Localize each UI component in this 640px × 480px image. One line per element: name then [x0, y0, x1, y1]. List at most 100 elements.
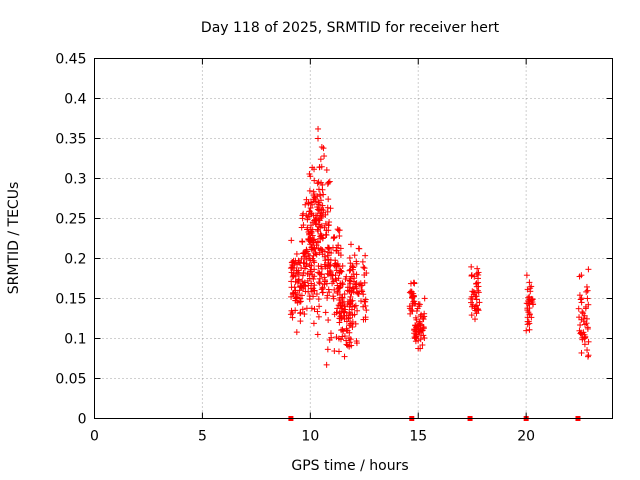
data-point: [340, 309, 347, 316]
data-point: [315, 125, 322, 132]
data-point: [317, 192, 324, 199]
data-point: [322, 220, 329, 227]
data-point: [469, 301, 476, 308]
data-point: [343, 318, 350, 325]
data-point: [303, 305, 310, 312]
data-point: [299, 212, 306, 219]
data-point: [304, 224, 311, 231]
data-point: [309, 201, 316, 208]
data-point: [306, 187, 313, 194]
data-point: [582, 321, 589, 328]
data-point: [351, 311, 358, 318]
data-point: [358, 287, 365, 294]
data-point: [577, 296, 584, 303]
data-point: [298, 224, 305, 231]
data-point: [324, 346, 331, 353]
data-point: [336, 308, 343, 315]
data-point: [316, 275, 323, 282]
data-point: [525, 318, 532, 325]
data-point: [475, 269, 482, 276]
data-point: [328, 334, 335, 341]
data-point: [325, 196, 332, 203]
data-point: [339, 280, 346, 287]
data-point: [413, 326, 420, 333]
data-point: [306, 275, 313, 282]
data-point: [335, 250, 342, 257]
data-point: [306, 252, 313, 259]
data-point: [313, 216, 320, 223]
data-point: [319, 285, 326, 292]
data-point: [300, 250, 307, 257]
data-point: [346, 314, 353, 321]
data-point: [299, 238, 306, 245]
data-point: [298, 292, 305, 299]
data-point: [309, 255, 316, 262]
data-point: [474, 306, 481, 313]
y-tick-label: 0.1: [64, 332, 86, 348]
data-point: [346, 339, 353, 346]
data-point: [336, 232, 343, 239]
data-point: [362, 252, 369, 259]
data-point: [317, 235, 324, 242]
data-point: [326, 263, 333, 270]
y-axis-label: SRMTID / TECUs: [6, 182, 22, 295]
data-point: [291, 284, 298, 291]
data-point: [295, 276, 302, 283]
y-tick-label: 0: [78, 412, 87, 428]
data-point: [338, 305, 345, 312]
data-point: [323, 361, 330, 368]
data-point: [329, 280, 336, 287]
data-point: [337, 245, 344, 252]
x-tick-label: 10: [301, 429, 319, 445]
data-point: [289, 314, 296, 321]
data-point: [315, 279, 322, 286]
data-point: [359, 258, 366, 265]
data-point: [523, 272, 530, 279]
data-point: [339, 294, 346, 301]
data-point: [328, 249, 335, 256]
data-point: [344, 342, 351, 349]
data-point: [306, 262, 313, 269]
data-point: [411, 300, 418, 307]
data-point: [363, 307, 370, 314]
data-point: [333, 309, 340, 316]
data-point: [300, 269, 307, 276]
data-point: [306, 213, 313, 220]
data-point: [346, 277, 353, 284]
y-tick-label: 0.3: [64, 172, 86, 188]
data-point: [353, 258, 360, 265]
data-point: [349, 263, 356, 270]
data-point: [346, 284, 353, 291]
data-point: [321, 274, 328, 281]
data-point: [308, 285, 315, 292]
data-point: [297, 309, 304, 316]
data-point: [308, 228, 315, 235]
data-point: [299, 306, 306, 313]
data-point: [526, 305, 533, 312]
data-point: [473, 302, 480, 309]
data-point: [413, 307, 420, 314]
data-point: [308, 222, 315, 229]
x-tick-labels: 0 5 10 15 20: [90, 429, 535, 445]
data-point: [579, 308, 586, 315]
data-point: [354, 289, 361, 296]
data-point: [311, 177, 318, 184]
data-point: [410, 279, 417, 286]
data-point: [303, 255, 310, 262]
data-point: [308, 210, 315, 217]
data-point: [346, 254, 353, 261]
chart-title: Day 118 of 2025, SRMTID for receiver her…: [201, 20, 500, 36]
data-point: [338, 268, 345, 275]
data-point: [325, 245, 332, 252]
y-tick-label: 0.2: [64, 252, 86, 268]
data-point: [343, 325, 350, 332]
data-point: [303, 246, 310, 253]
data-point: [314, 206, 321, 213]
data-point: [293, 294, 300, 301]
data-point: [583, 283, 590, 290]
data-point: [408, 307, 415, 314]
data-point: [469, 288, 476, 295]
data-point: [309, 232, 316, 239]
data-point: [296, 287, 303, 294]
data-point: [327, 271, 334, 278]
